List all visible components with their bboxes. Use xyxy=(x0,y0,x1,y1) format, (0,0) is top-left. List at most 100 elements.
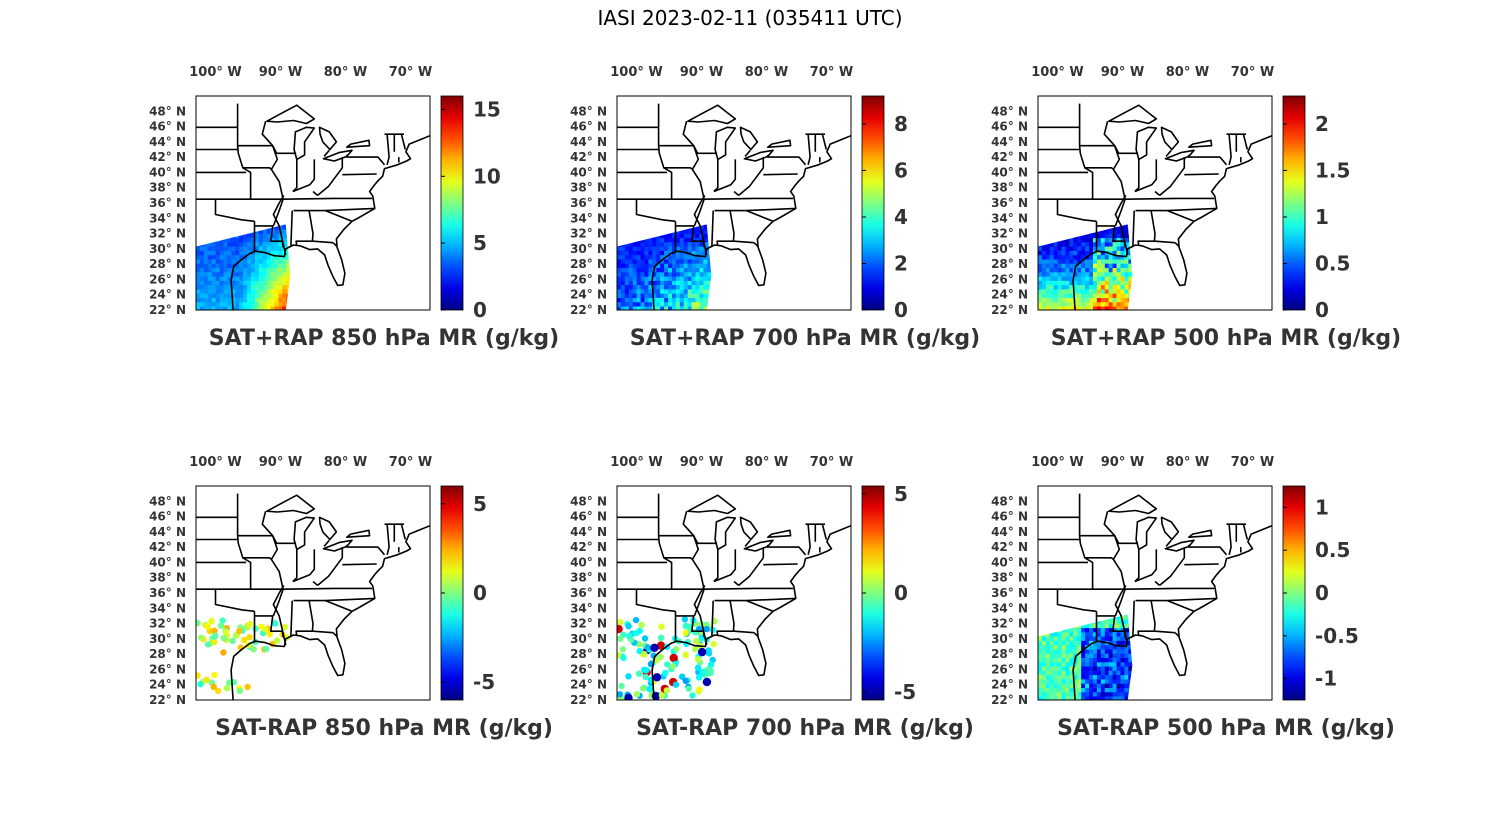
swath-cell xyxy=(1073,258,1078,264)
obs-dot xyxy=(619,646,627,653)
swath-cell xyxy=(644,288,650,294)
swath-cell xyxy=(624,297,630,303)
swath-cell xyxy=(282,271,288,277)
swath-cell xyxy=(282,301,288,307)
swath-cell xyxy=(1128,284,1133,290)
swath-cell xyxy=(1045,275,1051,281)
swath-cell xyxy=(707,275,712,281)
obs-dot xyxy=(246,634,253,641)
swath-cell xyxy=(628,305,634,310)
swath-cell xyxy=(644,271,650,277)
swath-cell xyxy=(207,271,213,277)
swath-cell xyxy=(1038,635,1043,641)
swath-cell xyxy=(270,241,276,247)
swath-cell xyxy=(644,245,650,251)
lat-tick-label: 30° N xyxy=(991,242,1028,256)
swath-cell xyxy=(1100,237,1106,243)
swath-cell xyxy=(254,262,260,268)
swath-cell xyxy=(640,254,646,260)
swath-cell xyxy=(1049,280,1055,286)
swath-cell xyxy=(1061,691,1067,697)
swath-cell xyxy=(199,305,205,310)
swath-cell xyxy=(1077,665,1082,671)
swath-cell xyxy=(1053,640,1059,646)
swath-cell xyxy=(1093,280,1098,286)
obs-dot xyxy=(272,620,279,627)
swath-cell xyxy=(1073,627,1078,633)
colorbar-tick-label: 2 xyxy=(1315,112,1329,136)
obs-dot xyxy=(705,650,713,657)
coastline xyxy=(1072,134,1272,310)
swath-cell xyxy=(207,241,213,247)
swath-cell xyxy=(1124,271,1130,277)
swath-cell xyxy=(196,250,201,256)
lat-tick-label: 44° N xyxy=(991,525,1028,539)
swath-cell xyxy=(1061,305,1067,310)
swath-cell xyxy=(679,288,685,294)
swath-cell xyxy=(1045,250,1051,256)
swath-cell xyxy=(632,267,638,273)
swath-cell xyxy=(282,305,288,310)
swath-cell xyxy=(1057,640,1063,646)
swath-cell xyxy=(640,241,646,247)
swath-cell xyxy=(211,245,217,251)
swath-cell xyxy=(1038,674,1043,680)
swath-cell xyxy=(1073,292,1078,298)
swath-cell xyxy=(1089,262,1094,268)
state-line xyxy=(214,199,255,223)
swath-cell xyxy=(1069,682,1075,688)
swath-cell xyxy=(656,258,661,264)
swath-cell xyxy=(243,305,248,310)
coastline xyxy=(230,134,430,310)
swath-cell xyxy=(668,305,673,310)
swath-cell xyxy=(235,305,240,310)
colorbar-tick-label: 0.5 xyxy=(1315,252,1350,276)
map-frame xyxy=(195,485,431,701)
swath-cell xyxy=(1116,695,1122,700)
swath-cell xyxy=(239,275,244,281)
swath-cell xyxy=(270,292,276,298)
obs-dot xyxy=(694,664,702,671)
swath-cell xyxy=(644,241,650,247)
swath-cell xyxy=(1065,267,1071,273)
state-boundaries xyxy=(1038,493,1272,700)
state-line xyxy=(738,547,765,587)
swath-cell xyxy=(691,237,697,243)
swath-cell xyxy=(675,250,681,256)
swath-cell xyxy=(1053,301,1059,307)
swath-cell xyxy=(1096,652,1102,658)
swath-cell xyxy=(227,254,233,260)
swath-cell xyxy=(251,284,256,290)
swath-cell xyxy=(1081,657,1086,663)
lake-outline xyxy=(1188,139,1213,149)
swath-cell xyxy=(1073,241,1078,247)
swath-cell xyxy=(620,267,626,273)
swath-cell xyxy=(695,237,701,243)
obs-dot xyxy=(693,638,700,645)
swath-cell xyxy=(672,233,677,239)
swath-cell xyxy=(1049,674,1055,680)
swath-cell xyxy=(1073,678,1078,684)
swath-cell xyxy=(1120,635,1126,641)
swath-cell xyxy=(703,241,709,247)
swath-cell xyxy=(660,288,665,294)
swath-cell xyxy=(278,241,284,247)
swath-cell xyxy=(1120,648,1126,654)
swath-cell xyxy=(1038,280,1043,286)
swath-cell xyxy=(687,267,693,273)
swath-cell xyxy=(1049,695,1055,700)
river-line xyxy=(733,190,740,197)
swath-cell xyxy=(254,245,260,251)
lat-tick-label: 44° N xyxy=(149,135,186,149)
swath-cell xyxy=(1093,691,1098,697)
swath-cell xyxy=(636,258,642,264)
swath-cell xyxy=(628,301,634,307)
obs-dot xyxy=(617,691,623,698)
state-line xyxy=(292,159,316,193)
swath-cell xyxy=(207,258,213,264)
swath-cell xyxy=(1112,635,1118,641)
swath-cell xyxy=(664,301,669,307)
swath-cell xyxy=(247,241,252,247)
swath-cell xyxy=(1077,250,1082,256)
obs-dot xyxy=(617,652,622,659)
